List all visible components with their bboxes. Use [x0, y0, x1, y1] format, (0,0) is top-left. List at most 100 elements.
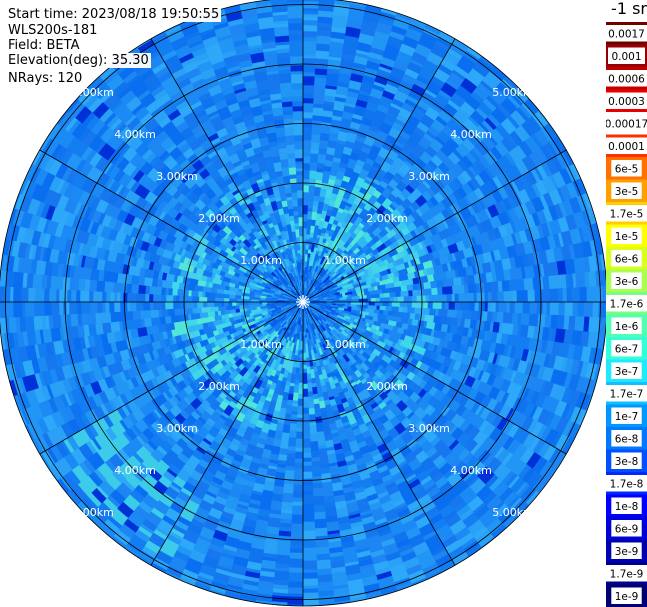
range-gate	[302, 592, 319, 599]
range-gate	[171, 281, 180, 290]
range-gate	[294, 379, 300, 386]
range-gate	[81, 313, 89, 326]
range-gate	[302, 515, 315, 523]
range-gate	[302, 508, 315, 517]
range-gate	[302, 494, 314, 505]
range-gate	[302, 383, 308, 390]
range-gate	[571, 287, 581, 303]
range-gate	[516, 278, 525, 291]
instrument-label: WLS200s-181	[6, 23, 100, 38]
range-gate	[302, 30, 318, 38]
range-gate	[452, 276, 463, 287]
range-gate	[316, 436, 326, 447]
range-gate	[66, 289, 72, 303]
range-gate	[178, 313, 189, 322]
range-gate	[302, 102, 314, 113]
range-gate	[161, 301, 166, 310]
range-gate	[9, 286, 14, 303]
range-gate	[46, 301, 52, 316]
range-gate	[311, 464, 322, 475]
range-gate	[54, 275, 64, 290]
range-gate	[389, 292, 397, 298]
elevation-label: Elevation(deg): 35.30	[6, 53, 151, 68]
range-gate	[101, 291, 107, 303]
range-gate	[50, 327, 62, 342]
range-gate	[142, 309, 152, 319]
range-gate	[279, 440, 289, 450]
range-gate	[148, 293, 154, 303]
range-gate	[302, 213, 308, 222]
range-gate	[484, 301, 489, 312]
range-gate	[302, 465, 313, 473]
range-gate	[302, 71, 316, 77]
range-gate	[196, 301, 204, 308]
range-gate	[302, 10, 319, 15]
range-gate	[302, 578, 319, 587]
range-gate	[398, 306, 404, 313]
range-gate	[294, 451, 304, 460]
range-gate	[496, 311, 504, 324]
range-gate	[287, 593, 304, 598]
range-gate	[164, 315, 172, 324]
range-gate	[474, 301, 480, 312]
range-gate	[484, 292, 489, 303]
range-gate	[269, 500, 283, 512]
range-gate	[221, 305, 227, 311]
range-gate	[296, 414, 304, 419]
range-gate	[302, 521, 316, 532]
range-gate	[438, 308, 449, 318]
range-gate	[267, 517, 281, 529]
range-gate	[33, 301, 42, 317]
range-gate	[173, 308, 184, 316]
range-gate	[295, 438, 304, 449]
range-gate	[4, 301, 14, 318]
range-gate	[297, 393, 304, 400]
range-gate	[385, 306, 393, 312]
range-gate	[292, 484, 304, 493]
range-gate	[318, 447, 328, 457]
range-gate	[528, 313, 539, 327]
range-gate	[273, 570, 290, 581]
range-gate	[52, 314, 62, 329]
range-gate	[223, 297, 230, 303]
range-gate	[302, 16, 319, 21]
range-gate	[130, 274, 140, 285]
range-gate	[291, 505, 304, 516]
range-gate	[564, 301, 574, 317]
range-gate	[402, 306, 409, 314]
range-gate	[302, 13, 319, 18]
range-gate	[243, 304, 250, 309]
range-gate	[236, 298, 243, 303]
range-gate	[276, 546, 291, 556]
range-gate	[549, 301, 560, 316]
range-gate	[214, 292, 221, 298]
range-gate	[598, 301, 606, 319]
range-gate	[315, 50, 330, 60]
range-gate	[167, 308, 175, 317]
range-gate	[302, 490, 314, 496]
range-gate	[302, 220, 308, 229]
range-gate	[308, 414, 316, 424]
range-gate	[143, 317, 153, 328]
range-gate	[308, 408, 316, 416]
range-gate	[445, 277, 455, 288]
range-gate	[411, 301, 416, 309]
range-gate	[302, 376, 308, 385]
range-gate	[468, 301, 476, 312]
range-gate	[491, 311, 498, 323]
range-gate	[441, 301, 446, 310]
range-gate	[512, 290, 518, 303]
range-gate	[302, 248, 307, 254]
range-gate	[446, 309, 458, 319]
range-gate	[272, 485, 284, 496]
range-gate	[302, 111, 314, 119]
range-gate	[514, 301, 524, 314]
range-gate	[302, 54, 317, 59]
range-gate	[388, 301, 393, 307]
range-gate	[125, 283, 133, 294]
range-gate	[409, 313, 416, 320]
range-gate	[231, 301, 237, 306]
range-gate	[302, 503, 315, 510]
range-gate	[223, 301, 229, 307]
range-gate	[88, 290, 94, 303]
